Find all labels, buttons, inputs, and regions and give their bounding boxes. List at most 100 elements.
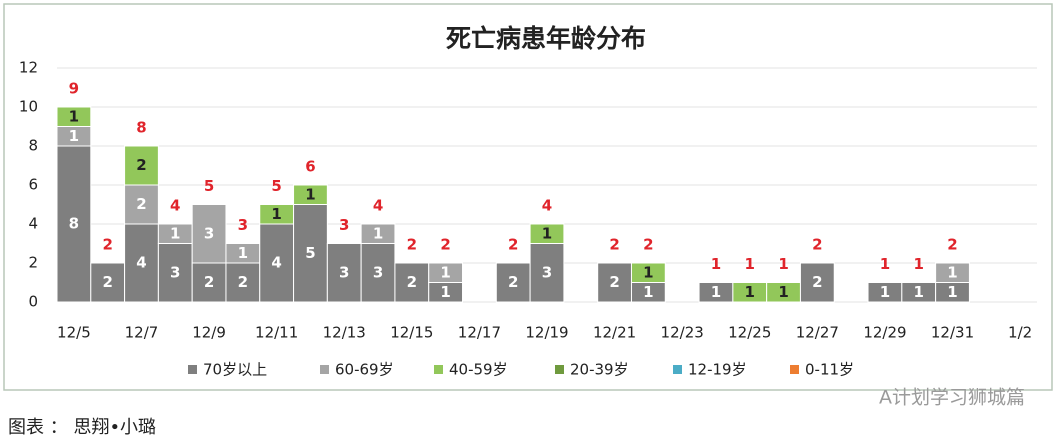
segment-label: 2	[102, 273, 112, 291]
total-label: 6	[305, 158, 315, 176]
y-tick-label: 8	[28, 137, 38, 155]
bar-segment	[529, 243, 565, 303]
x-tick-label: 12/13	[323, 324, 366, 342]
x-tick-label: 12/19	[525, 324, 568, 342]
legend-label: 20-39岁	[570, 361, 629, 379]
bar-segment	[124, 184, 159, 225]
segment-label: 1	[69, 107, 79, 125]
segment-label: 1	[745, 283, 755, 301]
segment-label: 5	[305, 244, 315, 262]
total-label: 1	[711, 255, 721, 273]
legend-swatch	[320, 365, 329, 374]
segment-label: 2	[136, 195, 146, 213]
total-label: 2	[643, 236, 653, 254]
legend-label: 12-19岁	[688, 361, 747, 379]
x-tick-label: 12/23	[661, 324, 704, 342]
legend-swatch	[555, 365, 564, 374]
segment-label: 1	[271, 205, 281, 223]
x-tick-label: 12/17	[458, 324, 501, 342]
segment-label: 2	[238, 273, 248, 291]
x-tick-label: 12/25	[728, 324, 771, 342]
segment-label: 1	[69, 127, 79, 145]
legend-label: 0-11岁	[805, 361, 854, 379]
segment-label: 2	[407, 273, 417, 291]
bar-segment	[326, 243, 362, 303]
y-tick-label: 2	[28, 254, 38, 272]
legend-swatch	[673, 365, 682, 374]
bar-segment	[191, 204, 227, 264]
bar-segment	[90, 262, 126, 303]
total-label: 3	[339, 216, 349, 234]
total-label: 4	[542, 197, 552, 215]
y-tick-label: 12	[19, 59, 38, 77]
segment-label: 4	[271, 254, 281, 272]
x-tick-label: 12/31	[931, 324, 974, 342]
segment-label: 1	[914, 283, 924, 301]
segment-label: 2	[204, 273, 214, 291]
x-tick-label: 12/9	[192, 324, 226, 342]
chart-title: 死亡病患年龄分布	[446, 24, 646, 53]
bar-segment	[56, 106, 92, 127]
total-label: 1	[914, 255, 924, 273]
segment-label: 3	[373, 263, 383, 281]
y-tick-label: 4	[28, 215, 38, 233]
segment-label: 1	[947, 263, 957, 281]
segment-label: 1	[947, 283, 957, 301]
y-tick-label: 10	[19, 98, 38, 116]
total-label: 4	[170, 197, 180, 215]
x-tick-label: 12/5	[57, 324, 91, 342]
segment-label: 2	[609, 273, 619, 291]
legend-label: 60-69岁	[335, 361, 394, 379]
bar-segment	[124, 145, 159, 186]
segment-label: 1	[440, 263, 450, 281]
x-tick-label: 12/27	[796, 324, 839, 342]
x-tick-label: 1/2	[1008, 324, 1032, 342]
total-label: 5	[271, 177, 281, 195]
footer-credit: 图表 ： 思翔•小璐	[8, 417, 156, 438]
y-tick-label: 6	[28, 176, 38, 194]
bar-segment	[630, 262, 666, 283]
segment-label: 1	[440, 283, 450, 301]
bar-segment	[56, 145, 92, 303]
total-label: 2	[812, 236, 822, 254]
total-label: 1	[880, 255, 890, 273]
total-label: 2	[102, 236, 112, 254]
total-label: 1	[745, 255, 755, 273]
bar-segment	[360, 243, 396, 303]
segment-label: 1	[170, 224, 180, 242]
bar-segment	[495, 262, 531, 303]
segment-label: 4	[136, 254, 146, 272]
segment-label: 8	[69, 215, 79, 233]
segment-label: 1	[711, 283, 721, 301]
total-label: 9	[69, 80, 79, 98]
y-tick-label: 0	[28, 293, 38, 311]
segment-label: 2	[136, 156, 146, 174]
total-label: 3	[238, 216, 248, 234]
segment-label: 3	[170, 263, 180, 281]
bar-segment	[935, 262, 970, 283]
segment-label: 1	[643, 263, 653, 281]
total-label: 1	[778, 255, 788, 273]
segment-label: 1	[880, 283, 890, 301]
total-label: 2	[609, 236, 619, 254]
segment-label: 1	[778, 283, 788, 301]
segment-label: 2	[508, 273, 518, 291]
x-tick-label: 12/7	[125, 324, 159, 342]
segment-label: 2	[812, 273, 822, 291]
total-label: 8	[136, 119, 146, 137]
segment-label: 3	[339, 263, 349, 281]
total-label: 2	[947, 236, 957, 254]
bar-segment	[394, 262, 430, 303]
x-tick-label: 12/15	[390, 324, 433, 342]
bar-segment	[360, 223, 396, 244]
legend-label: 70岁以上	[203, 361, 267, 379]
segment-label: 1	[643, 283, 653, 301]
total-label: 2	[407, 236, 417, 254]
total-label: 4	[373, 197, 383, 215]
total-label: 5	[204, 177, 214, 195]
x-tick-label: 12/29	[863, 324, 906, 342]
segment-label: 1	[238, 244, 248, 262]
total-label: 2	[440, 236, 450, 254]
bar-segment	[799, 262, 835, 303]
